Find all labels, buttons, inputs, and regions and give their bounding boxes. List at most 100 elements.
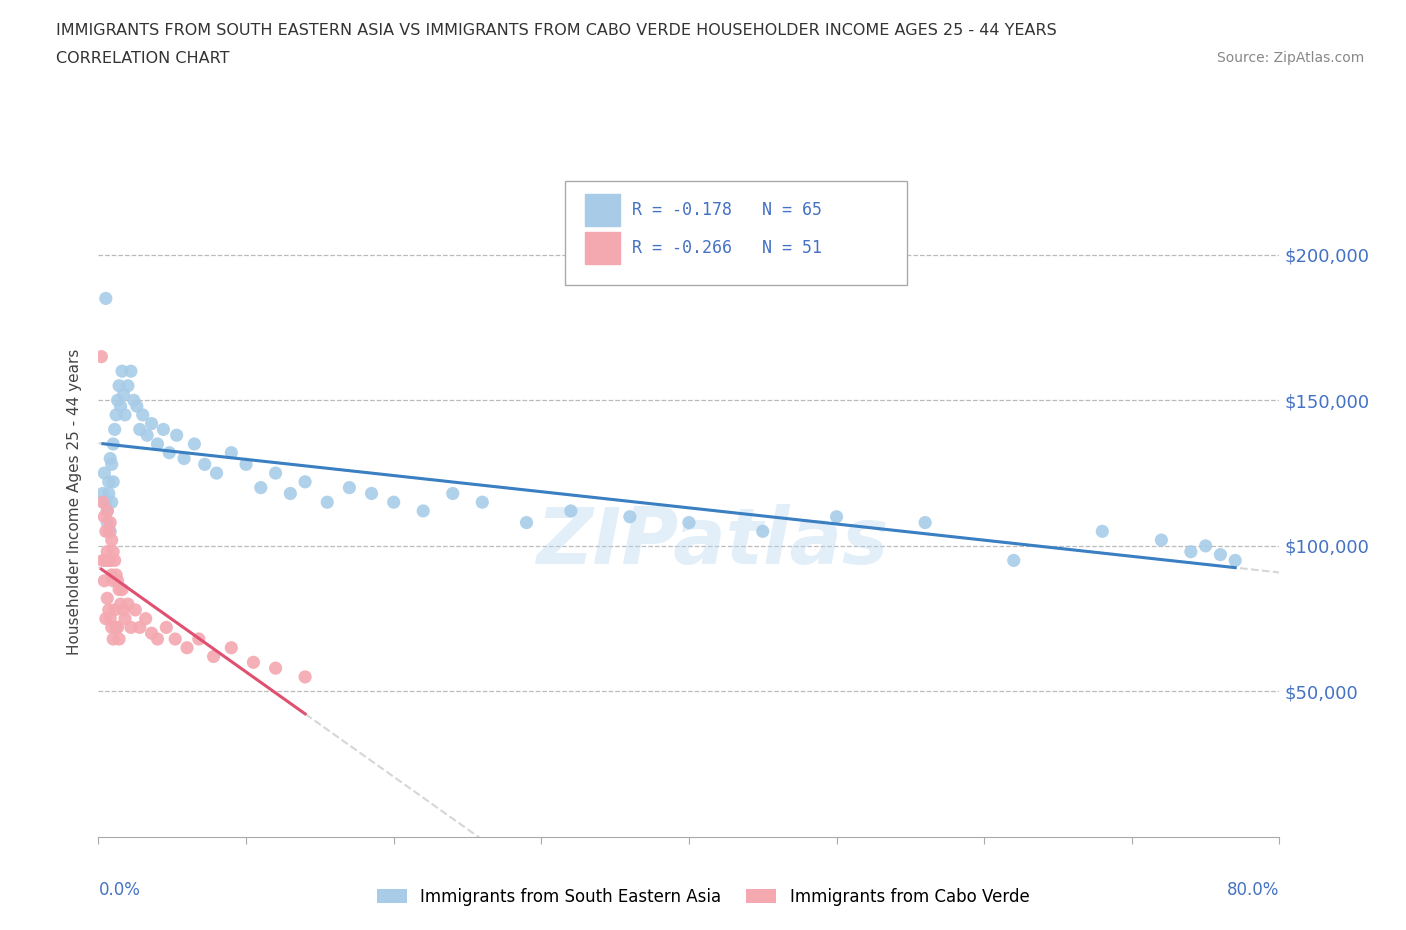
Point <box>117 379 139 393</box>
Point <box>294 474 316 489</box>
Point <box>104 422 127 437</box>
Text: R = -0.178   N = 65: R = -0.178 N = 65 <box>633 201 823 219</box>
Y-axis label: Householder Income Ages 25 - 44 years: Householder Income Ages 25 - 44 years <box>67 349 83 656</box>
Point <box>146 436 169 451</box>
Point <box>1180 544 1202 559</box>
Point <box>194 457 217 472</box>
Point <box>120 620 142 635</box>
Point <box>100 567 122 582</box>
Point <box>90 349 112 364</box>
Point <box>128 620 150 635</box>
Point <box>97 553 120 568</box>
Point <box>412 503 434 518</box>
Point <box>103 631 125 646</box>
Point <box>108 631 131 646</box>
Point <box>1002 553 1025 568</box>
Point <box>141 626 163 641</box>
Point <box>316 495 339 510</box>
Point <box>97 524 120 538</box>
Point <box>219 445 242 460</box>
Point <box>98 515 121 530</box>
Point <box>360 486 382 501</box>
Text: CORRELATION CHART: CORRELATION CHART <box>56 51 229 66</box>
Point <box>108 379 131 393</box>
Point <box>825 510 848 525</box>
Point <box>100 620 122 635</box>
Point <box>98 553 121 568</box>
Point <box>103 574 125 589</box>
Point <box>122 392 145 407</box>
Point <box>165 631 187 646</box>
Point <box>103 474 125 489</box>
Point <box>187 631 209 646</box>
Point <box>93 466 115 481</box>
Point <box>91 553 114 568</box>
Point <box>1195 538 1218 553</box>
Point <box>1223 553 1246 568</box>
Point <box>124 603 146 618</box>
Point <box>441 486 464 501</box>
Point <box>94 524 117 538</box>
Point <box>136 428 159 443</box>
Text: 0.0%: 0.0% <box>98 881 141 898</box>
Point <box>98 611 121 626</box>
Point <box>91 486 114 501</box>
Point <box>94 291 117 306</box>
Point <box>183 436 205 451</box>
Point <box>110 399 132 414</box>
Point <box>100 533 122 548</box>
Point <box>117 597 139 612</box>
Point <box>678 515 700 530</box>
Point <box>619 510 641 525</box>
Point <box>94 495 117 510</box>
Point <box>112 387 135 402</box>
Point <box>105 567 128 582</box>
Text: Source: ZipAtlas.com: Source: ZipAtlas.com <box>1216 51 1364 65</box>
Point <box>205 466 228 481</box>
Point <box>128 422 150 437</box>
Point <box>97 474 120 489</box>
Point <box>202 649 225 664</box>
Point <box>751 524 773 538</box>
Point <box>94 611 117 626</box>
Point <box>96 544 118 559</box>
Point <box>166 428 188 443</box>
Point <box>264 466 287 481</box>
Point <box>155 620 177 635</box>
Point <box>135 611 157 626</box>
Point <box>219 641 242 656</box>
Point <box>96 503 118 518</box>
Point <box>107 392 129 407</box>
Point <box>235 457 257 472</box>
Point <box>103 436 125 451</box>
Point <box>120 364 142 379</box>
Point <box>173 451 195 466</box>
Point <box>111 364 134 379</box>
Point <box>93 510 115 525</box>
Point <box>110 597 132 612</box>
Point <box>105 620 128 635</box>
Point <box>98 451 121 466</box>
Text: IMMIGRANTS FROM SOUTH EASTERN ASIA VS IMMIGRANTS FROM CABO VERDE HOUSEHOLDER INC: IMMIGRANTS FROM SOUTH EASTERN ASIA VS IM… <box>56 23 1057 38</box>
Point <box>107 620 129 635</box>
Point <box>132 407 155 422</box>
Point <box>152 422 174 437</box>
Point <box>114 407 136 422</box>
Point <box>114 611 136 626</box>
Bar <box>585 193 620 226</box>
Point <box>264 660 287 675</box>
Point <box>914 515 936 530</box>
Legend: Immigrants from South Eastern Asia, Immigrants from Cabo Verde: Immigrants from South Eastern Asia, Immi… <box>370 881 1036 912</box>
Point <box>93 574 115 589</box>
Point <box>242 655 264 670</box>
Point <box>250 480 273 495</box>
Point <box>112 603 135 618</box>
Point <box>97 603 120 618</box>
Point <box>108 582 131 597</box>
Point <box>471 495 494 510</box>
Point <box>91 495 114 510</box>
Point <box>1150 533 1173 548</box>
Point <box>339 480 360 495</box>
Point <box>104 603 127 618</box>
Point <box>141 416 163 431</box>
